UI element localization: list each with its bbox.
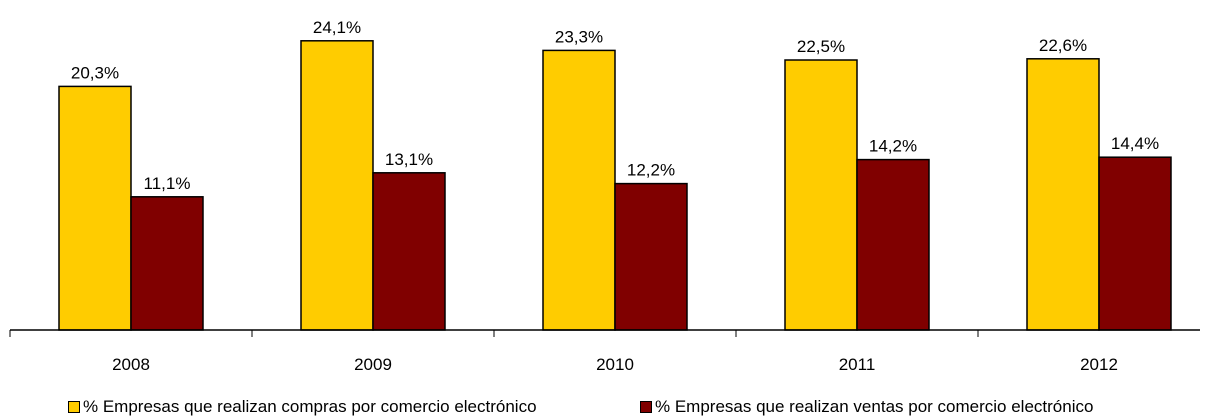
bar-ventas-2012 — [1098, 156, 1172, 331]
bar-compras-2011 — [784, 59, 858, 331]
data-label: 12,2% — [627, 161, 675, 180]
data-label: 22,5% — [797, 37, 845, 56]
data-label: 20,3% — [71, 63, 119, 82]
bar-ventas-2010 — [614, 182, 688, 331]
bar-compras-2012 — [1026, 58, 1100, 331]
data-label: 23,3% — [555, 27, 603, 46]
legend-label-compras: % Empresas que realizan compras por come… — [83, 397, 537, 416]
x-tick-label: 2009 — [354, 355, 392, 374]
bar-compras-2010 — [542, 49, 616, 331]
bar-ventas-2011 — [856, 158, 930, 331]
x-tick-label: 2011 — [839, 355, 876, 374]
legend-label-ventas: % Empresas que realizan ventas por comer… — [655, 397, 1094, 416]
legend-swatch-compras — [68, 401, 80, 413]
bar-ventas-2008 — [130, 196, 204, 331]
x-tick-label: 2012 — [1080, 355, 1118, 374]
data-label: 14,4% — [1111, 134, 1159, 153]
x-tick-label: 2010 — [596, 355, 634, 374]
bar-ventas-2009 — [372, 172, 446, 331]
legend-item-ventas: % Empresas que realizan ventas por comer… — [640, 398, 1093, 416]
data-label: 24,1% — [313, 18, 361, 37]
legend-item-compras: % Empresas que realizan compras por come… — [68, 398, 537, 416]
bar-compras-2009 — [300, 40, 374, 331]
bar-chart: 20,3% 11,1% 24,1% 13,1% 23,3% 12,2% 22,5% 14,2%… — [9, 18, 1200, 374]
legend-swatch-ventas — [640, 401, 652, 413]
x-tick-label: 2008 — [112, 355, 150, 374]
data-label: 22,6% — [1039, 36, 1087, 55]
data-label: 11,1% — [144, 174, 191, 193]
data-label: 14,2% — [869, 137, 917, 156]
data-label: 13,1% — [385, 150, 433, 169]
bar-compras-2008 — [58, 85, 132, 331]
